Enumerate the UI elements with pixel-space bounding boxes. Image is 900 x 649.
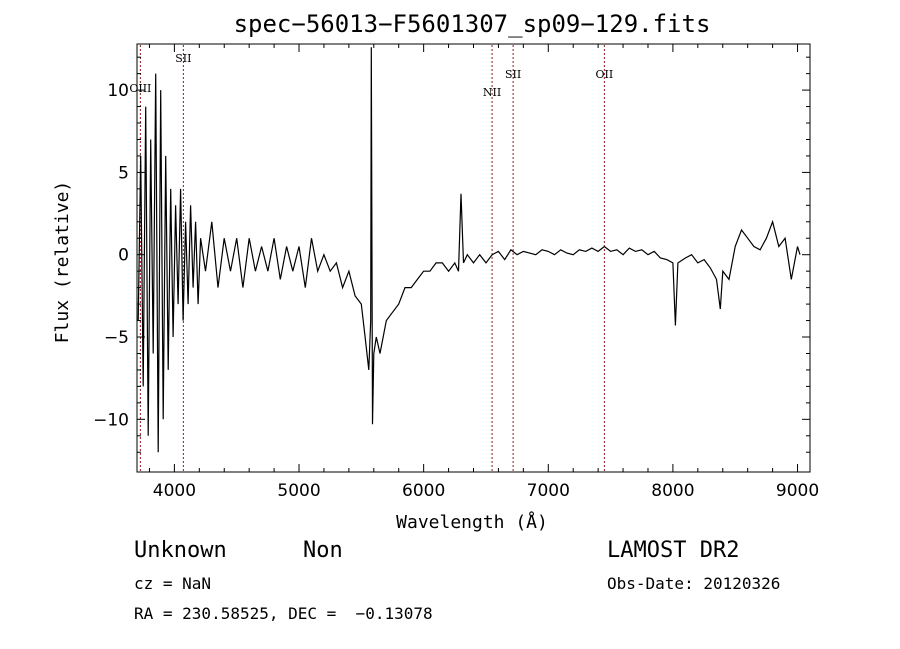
chart-title: spec−56013−F5601307_sp09−129.fits <box>234 10 711 38</box>
x-axis: 4000 5000 6000 7000 8000 9000 <box>148 44 819 501</box>
x-tick-label: 8000 <box>651 481 694 501</box>
spectrum-line <box>137 47 801 453</box>
y-tick-label: 5 <box>118 163 129 183</box>
y-tick-label: 0 <box>118 246 129 266</box>
emission-line-label: NII <box>483 86 501 99</box>
emission-line-label: OIII <box>129 82 151 95</box>
emission-line-label: SII <box>505 68 521 81</box>
plot-frame <box>136 43 811 473</box>
ra-dec-readout: RA = 230.58525, DEC = −0.13078 <box>134 604 433 623</box>
emission-line-label: OII <box>596 68 614 81</box>
x-tick-label: 6000 <box>402 481 445 501</box>
x-tick-label: 7000 <box>527 481 570 501</box>
obs-date: Obs-Date: 20120326 <box>607 574 781 593</box>
object-class: Unknown <box>134 538 227 563</box>
emission-line-markers: OIII SII NII SII OII <box>129 45 613 471</box>
y-axis: −10 −5 0 5 10 <box>93 56 810 453</box>
series-layer <box>137 47 801 453</box>
redshift-readout: cz = NaN <box>134 574 212 593</box>
y-tick-label: −10 <box>93 410 129 430</box>
x-tick-label: 4000 <box>153 481 196 501</box>
x-axis-label: Wavelength (Å) <box>396 511 548 533</box>
emission-line-label: SII <box>175 52 191 65</box>
y-tick-label: 10 <box>107 81 129 101</box>
survey-name: LAMOST DR2 <box>607 538 740 563</box>
x-tick-label: 5000 <box>277 481 320 501</box>
x-tick-label: 9000 <box>776 481 819 501</box>
y-axis-label: Flux (relative) <box>52 181 73 344</box>
y-tick-label: −5 <box>104 328 129 348</box>
object-subclass: Non <box>303 538 343 563</box>
